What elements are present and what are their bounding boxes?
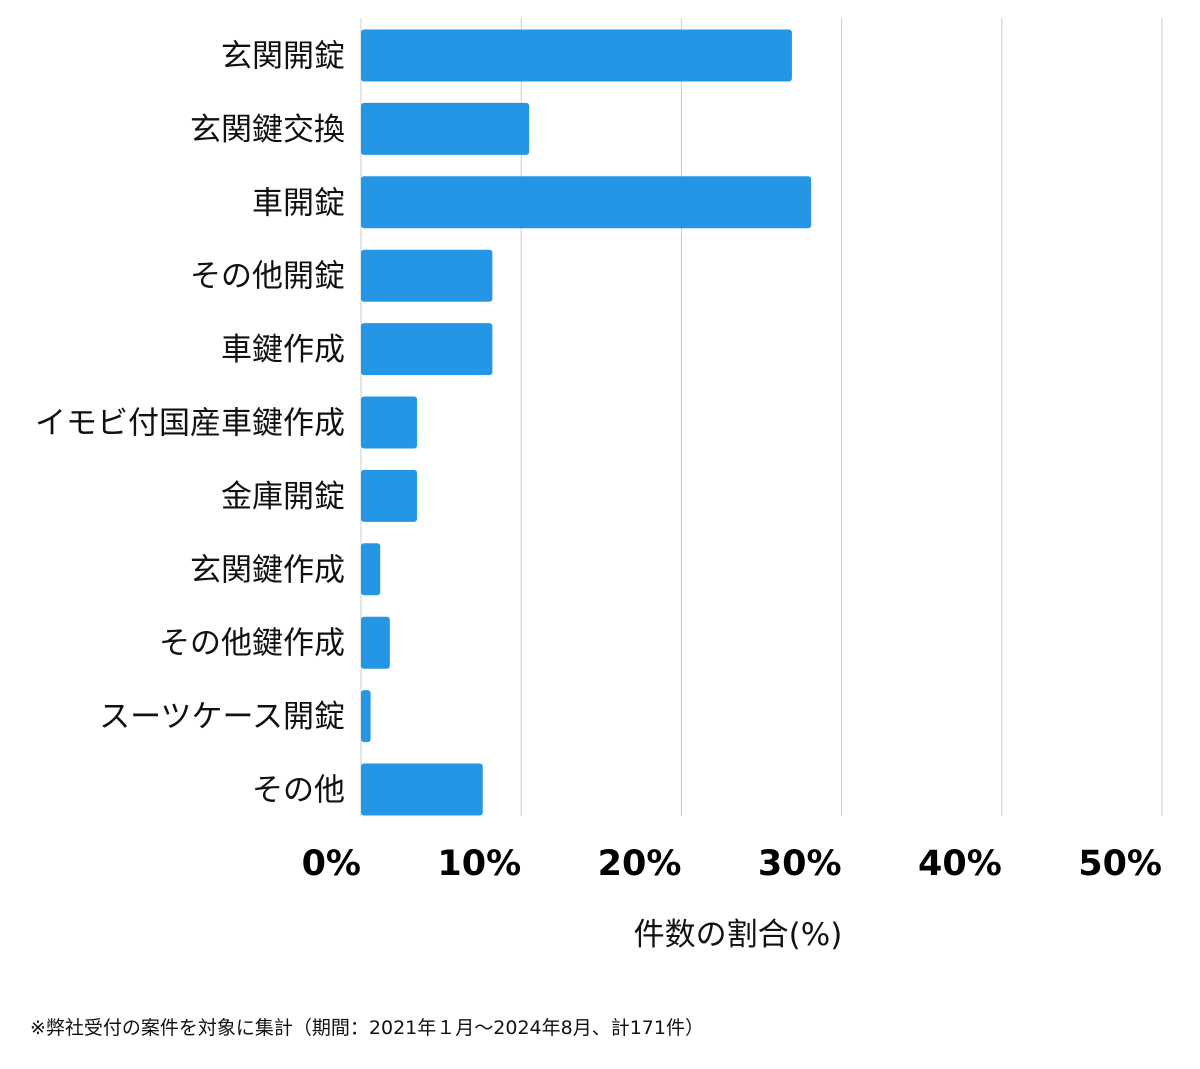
bar xyxy=(361,176,812,229)
category-label: 玄関鍵交換 xyxy=(190,112,345,148)
category-label: 玄関開錠 xyxy=(221,39,345,75)
x-tick-label: 0% xyxy=(302,844,361,884)
bars xyxy=(361,29,812,816)
bar xyxy=(361,690,371,743)
category-label: 車開錠 xyxy=(252,185,345,221)
category-label: その他開錠 xyxy=(190,259,345,295)
category-labels: 玄関開錠玄関鍵交換車開錠その他開錠車鍵作成イモビ付国産車鍵作成金庫開錠玄関鍵作成… xyxy=(35,39,345,809)
category-label: その他 xyxy=(252,773,345,809)
x-tick-labels: 0% 10% 20% 30% 40% 50% xyxy=(302,844,1162,884)
category-label: その他鍵作成 xyxy=(159,626,345,662)
bar xyxy=(361,763,483,816)
bar xyxy=(361,469,418,522)
bar xyxy=(361,543,381,596)
bar xyxy=(361,249,493,302)
category-label: 車鍵作成 xyxy=(221,332,345,368)
category-label: 金庫開錠 xyxy=(221,479,345,515)
bar xyxy=(361,323,493,376)
bar xyxy=(361,29,792,82)
x-tick-label: 20% xyxy=(598,844,682,884)
bar xyxy=(361,102,530,155)
x-tick-label: 50% xyxy=(1078,844,1162,884)
x-tick-label: 30% xyxy=(758,844,842,884)
bar-chart: 玄関開錠玄関鍵交換車開錠その他開錠車鍵作成イモビ付国産車鍵作成金庫開錠玄関鍵作成… xyxy=(35,18,1163,953)
category-label: 玄関鍵作成 xyxy=(190,552,345,588)
x-tick-label: 40% xyxy=(918,844,1002,884)
x-tick-label: 10% xyxy=(437,844,521,884)
category-label: スーツケース開錠 xyxy=(99,699,345,735)
bar xyxy=(361,396,418,449)
footnote: ※弊社受付の案件を対象に集計（期間：2021年１月〜2024年8月、計171件） xyxy=(30,1017,704,1039)
bar xyxy=(361,616,390,669)
category-label: イモビ付国産車鍵作成 xyxy=(35,406,345,442)
x-axis-title: 件数の割合(%) xyxy=(634,917,843,953)
